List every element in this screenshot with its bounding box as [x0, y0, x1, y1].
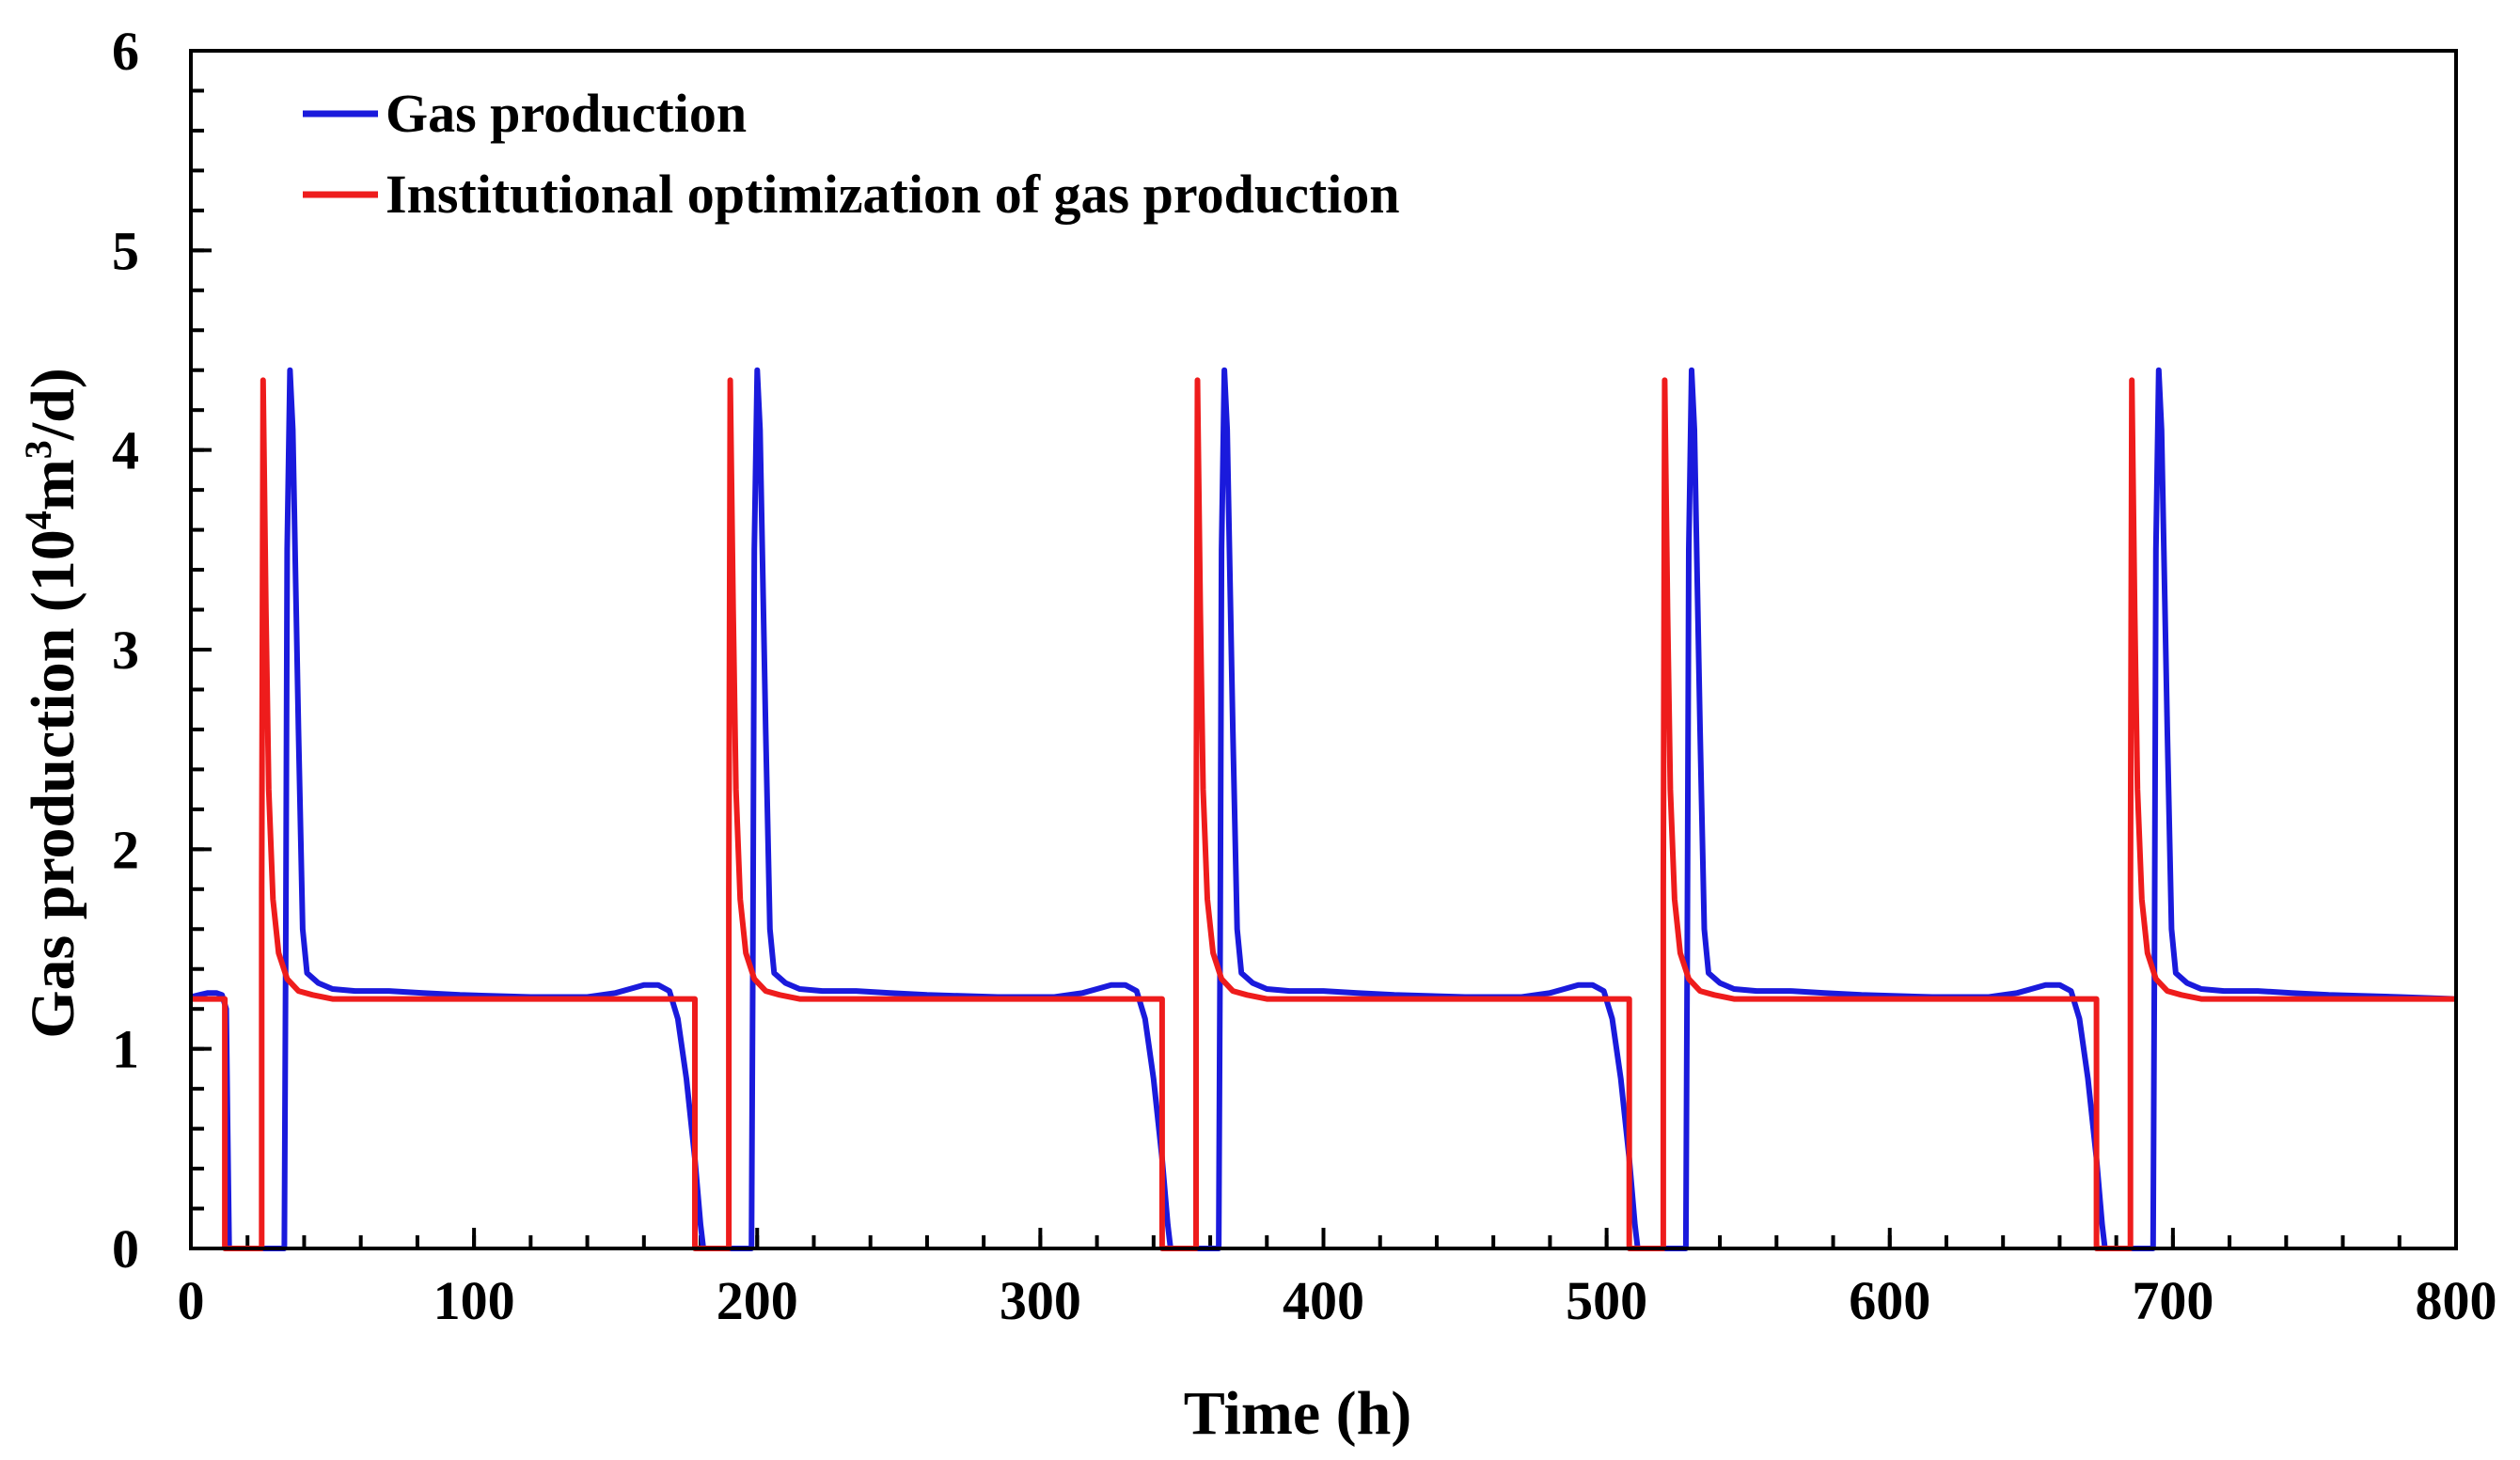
legend-label-institutional-optimization: Institutional optimization of gas produc… — [386, 164, 1400, 225]
y-axis-title-sup2: 3 — [17, 440, 59, 459]
y-axis-title-suffix: /d) — [19, 368, 87, 441]
x-tick-label: 700 — [2132, 1270, 2213, 1331]
y-tick-label: 0 — [112, 1218, 139, 1279]
x-tick-labels: 0 100 200 300 400 500 600 700 800 — [178, 1270, 2497, 1331]
legend: Gas production Institutional optimizatio… — [303, 83, 1400, 225]
y-axis-title: Gas production (104m3/d) — [17, 368, 87, 1039]
x-tick-label: 400 — [1283, 1270, 1364, 1331]
x-tick-label: 300 — [1000, 1270, 1081, 1331]
y-axis-title-sup1: 4 — [17, 510, 59, 529]
legend-label-gas-production: Gas production — [386, 83, 747, 144]
y-tick-labels: 0 1 2 3 4 5 6 — [112, 21, 139, 1279]
x-tick-label: 200 — [717, 1270, 798, 1331]
y-tick-label: 4 — [112, 420, 139, 481]
x-tick-label: 500 — [1566, 1270, 1647, 1331]
y-axis-title-mid: m — [19, 459, 87, 510]
x-tick-label: 100 — [433, 1270, 515, 1331]
series-layer — [190, 367, 2457, 1251]
x-tick-label: 0 — [178, 1270, 205, 1331]
y-tick-label: 5 — [112, 220, 139, 281]
series-line-institutional-optimization — [191, 377, 2456, 1251]
y-tick-label: 6 — [112, 21, 139, 82]
y-tick-label: 3 — [112, 620, 139, 681]
x-tick-label: 600 — [1849, 1270, 1930, 1331]
tick-marks — [189, 49, 2458, 1250]
y-tick-label: 1 — [112, 1019, 139, 1080]
y-tick-label: 2 — [112, 819, 139, 880]
x-tick-label: 800 — [2416, 1270, 2497, 1331]
y-axis-title-prefix: Gas production (10 — [19, 529, 87, 1039]
plot-frame — [189, 49, 2458, 1250]
series-line-gas-production — [190, 367, 2457, 1251]
x-axis-title: Time (h) — [1184, 1379, 1412, 1448]
